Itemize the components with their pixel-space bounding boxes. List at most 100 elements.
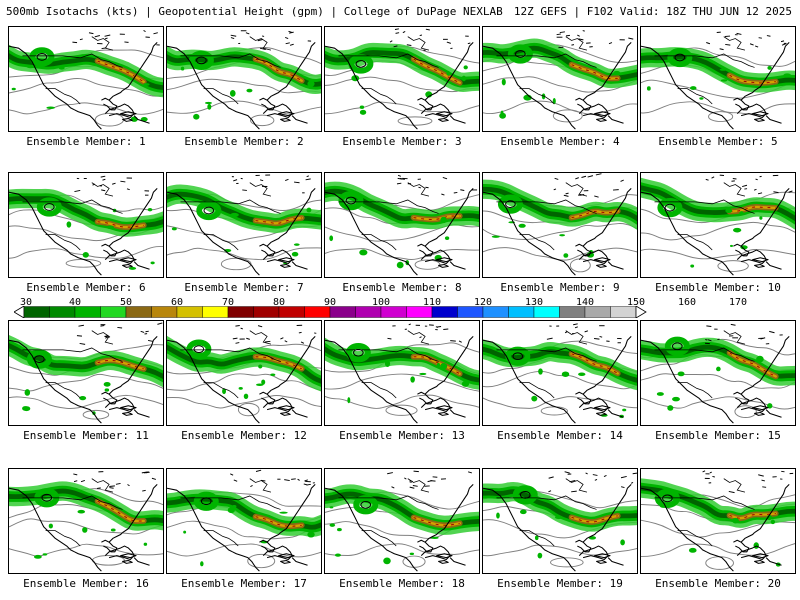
arctic-island-outline	[706, 42, 711, 45]
coastline	[280, 117, 291, 122]
coastline	[436, 553, 453, 559]
arctic-island-outline	[73, 480, 78, 483]
arctic-island-outline	[706, 325, 712, 327]
ensemble-member-map	[482, 320, 638, 426]
member-map-plot	[167, 469, 321, 572]
arctic-island-outline	[284, 340, 288, 343]
scale-tick-label: 150	[626, 297, 646, 308]
arctic-island-outline	[728, 490, 735, 494]
isotach-spot	[767, 403, 773, 409]
coastline	[548, 551, 576, 572]
isotach-spot	[347, 397, 351, 404]
coastline	[765, 557, 782, 566]
geopotential-height-contour	[9, 78, 163, 97]
coastline	[582, 384, 597, 395]
arctic-island-outline	[117, 326, 123, 329]
isotach-spot	[767, 66, 772, 70]
coastline	[596, 336, 632, 385]
scale-swatch	[23, 306, 50, 318]
scale-tick-label: 40	[68, 297, 82, 308]
arctic-island-outline	[630, 482, 634, 484]
isotach-spot	[359, 249, 368, 256]
coastline	[9, 339, 75, 405]
arctic-island-outline	[78, 324, 84, 327]
coastline	[122, 188, 158, 237]
arctic-island-outline	[293, 181, 300, 184]
coastline	[259, 391, 276, 405]
arctic-island-outline	[127, 484, 130, 487]
isotach-spot	[578, 372, 586, 377]
arctic-island-outline	[632, 472, 637, 475]
isotach-spot	[207, 103, 212, 110]
arctic-island-outline	[754, 45, 759, 48]
arctic-island-outline	[603, 475, 607, 478]
isotach-spot	[293, 243, 300, 246]
isotach-spot	[229, 89, 236, 97]
arctic-island-outline	[427, 480, 433, 483]
coastline	[765, 261, 782, 270]
isotach-spot	[716, 366, 721, 372]
coastline	[390, 551, 418, 572]
coastline	[278, 553, 295, 559]
arctic-island-outline	[712, 475, 715, 478]
political-border	[654, 53, 755, 68]
political-border	[496, 199, 597, 214]
scale-tick-label: 170	[728, 297, 748, 308]
arctic-island-outline	[705, 178, 709, 181]
coastline	[740, 384, 755, 395]
coastline	[278, 405, 295, 411]
arctic-island-outline	[594, 338, 600, 340]
arctic-island-outline	[563, 194, 569, 197]
isotach-spot	[383, 557, 391, 565]
arctic-island-outline	[436, 326, 442, 328]
isotach-spot	[396, 261, 404, 269]
coastline	[733, 391, 750, 405]
coastline	[420, 545, 451, 561]
member-map-plot	[483, 471, 637, 572]
geopotential-height-contour	[9, 518, 163, 535]
ensemble-member-label: Ensemble Member: 4	[500, 135, 620, 148]
coastline	[167, 339, 233, 405]
political-border	[723, 478, 746, 493]
isotach-peak	[412, 57, 461, 85]
arctic-island-outline	[387, 472, 393, 475]
upper-low-height-contour	[345, 196, 357, 205]
political-border	[180, 495, 281, 510]
arctic-island-outline	[418, 186, 422, 189]
coastline	[266, 236, 281, 247]
coastline	[280, 42, 316, 91]
arctic-island-outline	[578, 38, 584, 41]
coastline	[232, 109, 260, 130]
coastline	[104, 545, 135, 561]
political-border	[45, 88, 81, 105]
ensemble-member-map	[166, 172, 322, 278]
arctic-island-outline	[571, 490, 577, 493]
isotach-spot	[334, 553, 341, 557]
political-border	[654, 495, 755, 510]
arctic-island-outline	[564, 471, 570, 474]
geopotential-height-contour	[483, 396, 637, 409]
member-map-plot	[325, 174, 479, 276]
coastline	[548, 403, 576, 424]
arctic-island-outline	[396, 182, 402, 185]
geopotential-height-contour	[717, 260, 749, 272]
coastline	[736, 397, 767, 413]
coastline	[607, 115, 624, 124]
arctic-island-outline	[592, 474, 598, 476]
upper-low-height-contour	[515, 50, 526, 58]
isotach-spot	[613, 70, 621, 76]
scale-tick-label: 50	[119, 297, 133, 308]
arctic-island-outline	[773, 191, 779, 194]
arctic-island-outline	[628, 37, 634, 40]
coastline	[259, 243, 276, 257]
member-map-plot	[9, 30, 163, 130]
arctic-island-outline	[553, 188, 557, 191]
member-map-plot	[641, 174, 795, 276]
arctic-island-outline	[257, 325, 263, 328]
member-map-plot	[167, 174, 321, 276]
ensemble-member-label: Ensemble Member: 1	[26, 135, 146, 148]
arctic-island-outline	[389, 40, 393, 43]
scale-tick-label: 100	[371, 297, 391, 308]
geopotential-height-contour	[641, 373, 795, 389]
political-border	[203, 234, 239, 251]
